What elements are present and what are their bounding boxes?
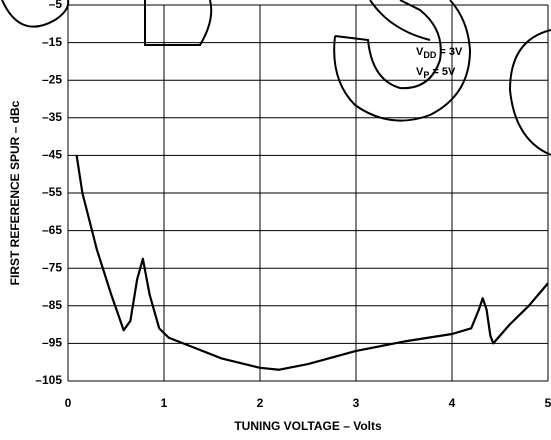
y-tick-label: –35 bbox=[42, 110, 62, 124]
x-tick-label: 0 bbox=[65, 396, 72, 410]
watermark bbox=[1, 0, 551, 156]
annotation-text: V bbox=[416, 46, 424, 58]
annotation: VDD = 3V bbox=[416, 46, 463, 60]
annotation-rest: = 3V bbox=[436, 46, 463, 58]
y-tick-label: –55 bbox=[42, 185, 62, 199]
x-tick-label: 2 bbox=[257, 396, 264, 410]
annotation: VP = 5V bbox=[416, 66, 456, 80]
y-tick-label: –5 bbox=[49, 0, 63, 11]
y-tick-label: –15 bbox=[42, 35, 62, 49]
y-tick-label: –65 bbox=[42, 223, 62, 237]
data-line bbox=[75, 155, 549, 371]
annotation-rest: = 5V bbox=[429, 66, 456, 78]
y-axis-title: FIRST REFERENCE SPUR – dBc bbox=[8, 100, 22, 285]
annotation-sub: P bbox=[423, 70, 429, 80]
annotation-text: V bbox=[416, 66, 424, 78]
x-tick-label: 5 bbox=[545, 396, 551, 410]
y-tick-label: –45 bbox=[42, 148, 62, 162]
y-tick-label: –95 bbox=[42, 336, 62, 350]
y-tick-label: –25 bbox=[42, 72, 62, 86]
y-tick-label: –75 bbox=[42, 260, 62, 274]
annotation-sub: DD bbox=[423, 50, 436, 60]
y-tick-label: –85 bbox=[42, 298, 62, 312]
x-tick-label: 4 bbox=[449, 396, 456, 410]
x-tick-label: 1 bbox=[161, 396, 168, 410]
x-axis-title: TUNING VOLTAGE – Volts bbox=[234, 419, 382, 433]
y-tick-label: –105 bbox=[35, 373, 62, 387]
x-tick-label: 3 bbox=[353, 396, 360, 410]
